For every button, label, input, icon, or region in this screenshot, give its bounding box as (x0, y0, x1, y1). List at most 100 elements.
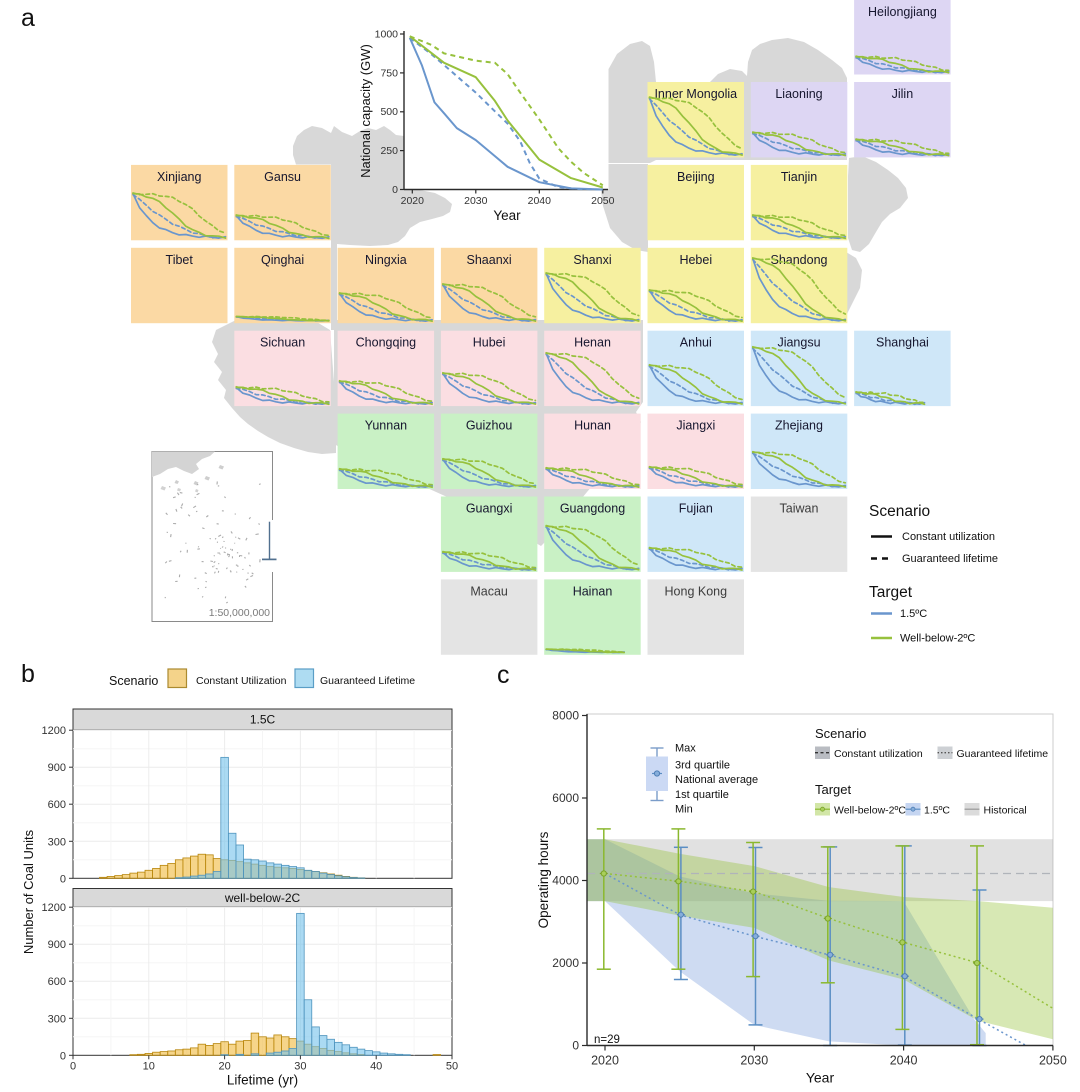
svg-text:Scenario: Scenario (815, 726, 866, 741)
svg-text:Hebei: Hebei (679, 253, 712, 267)
svg-text:250: 250 (380, 145, 398, 157)
svg-text:1000: 1000 (375, 29, 399, 41)
svg-text:20: 20 (218, 1060, 230, 1072)
svg-text:National average: National average (675, 774, 758, 786)
svg-text:Hunan: Hunan (574, 419, 611, 433)
svg-text:2050: 2050 (1039, 1054, 1067, 1068)
svg-text:Zhejiang: Zhejiang (775, 419, 823, 433)
svg-text:300: 300 (48, 1013, 66, 1025)
svg-text:8000: 8000 (552, 709, 579, 723)
svg-text:1st quartile: 1st quartile (675, 789, 729, 801)
svg-text:2030: 2030 (740, 1054, 768, 1068)
svg-text:3rd quartile: 3rd quartile (675, 760, 730, 772)
svg-text:Yunnan: Yunnan (365, 419, 407, 433)
svg-text:600: 600 (48, 976, 66, 988)
svg-text:Henan: Henan (574, 336, 611, 350)
svg-text:c: c (497, 661, 510, 689)
svg-text:Guizhou: Guizhou (466, 419, 513, 433)
svg-text:Number of Coal Units: Number of Coal Units (21, 829, 36, 954)
svg-text:Tibet: Tibet (166, 253, 194, 267)
svg-text:National capacity (GW): National capacity (GW) (358, 44, 373, 178)
svg-text:0: 0 (572, 1039, 579, 1053)
svg-text:900: 900 (48, 939, 66, 951)
svg-text:Guaranteed lifetime: Guaranteed lifetime (902, 553, 998, 565)
svg-text:1.5C: 1.5C (250, 713, 276, 727)
svg-text:Scenario: Scenario (109, 674, 158, 688)
svg-text:Shandong: Shandong (770, 253, 827, 267)
svg-text:Constant utilization: Constant utilization (834, 748, 923, 760)
svg-text:2030: 2030 (464, 195, 488, 207)
svg-text:Ningxia: Ningxia (365, 253, 407, 267)
svg-text:Well-below-2ºC: Well-below-2ºC (900, 633, 975, 645)
svg-text:1.5ºC: 1.5ºC (924, 805, 950, 817)
svg-text:Inner Mongolia: Inner Mongolia (654, 87, 737, 101)
svg-text:Min: Min (675, 804, 693, 816)
svg-text:750: 750 (380, 67, 398, 79)
svg-text:Target: Target (869, 584, 913, 601)
svg-text:Operating hours: Operating hours (536, 831, 551, 928)
svg-text:2040: 2040 (890, 1054, 918, 1068)
svg-text:Constant Utilization: Constant Utilization (196, 675, 287, 687)
svg-text:Year: Year (493, 208, 521, 223)
svg-text:Taiwan: Taiwan (780, 502, 819, 516)
svg-text:n=29: n=29 (594, 1034, 620, 1046)
svg-text:Scenario: Scenario (869, 503, 930, 520)
svg-text:Shanghai: Shanghai (876, 336, 929, 350)
svg-text:Jiangxi: Jiangxi (676, 419, 715, 433)
svg-text:2050: 2050 (591, 195, 615, 207)
svg-text:1200: 1200 (42, 902, 66, 914)
svg-text:Jilin: Jilin (892, 87, 914, 101)
svg-text:6000: 6000 (552, 791, 579, 805)
svg-text:0: 0 (60, 873, 66, 885)
svg-text:900: 900 (48, 762, 66, 774)
svg-text:Shanxi: Shanxi (573, 253, 611, 267)
svg-text:Gansu: Gansu (264, 170, 301, 184)
svg-text:Guaranteed Lifetime: Guaranteed Lifetime (320, 675, 415, 687)
svg-text:Macau: Macau (470, 584, 508, 598)
svg-text:2000: 2000 (552, 956, 579, 970)
svg-text:Chongqing: Chongqing (356, 336, 417, 350)
svg-text:Fujian: Fujian (679, 502, 713, 516)
svg-text:600: 600 (48, 799, 66, 811)
svg-text:Historical: Historical (984, 805, 1027, 817)
svg-text:Shaanxi: Shaanxi (467, 253, 512, 267)
svg-text:0: 0 (392, 184, 398, 196)
svg-text:Tianjin: Tianjin (781, 170, 817, 184)
svg-text:a: a (21, 4, 35, 32)
svg-text:Beijing: Beijing (677, 170, 715, 184)
svg-text:Max: Max (675, 743, 696, 755)
svg-text:500: 500 (380, 106, 398, 118)
svg-text:1:50,000,000: 1:50,000,000 (209, 607, 270, 619)
svg-text:Qinghai: Qinghai (261, 253, 304, 267)
svg-text:1.5ºC: 1.5ºC (900, 608, 927, 620)
svg-text:Heilongjiang: Heilongjiang (868, 5, 937, 19)
svg-text:Target: Target (815, 782, 852, 797)
svg-text:30: 30 (294, 1060, 306, 1072)
svg-text:well-below-2C: well-below-2C (224, 891, 301, 905)
svg-text:Sichuan: Sichuan (260, 336, 305, 350)
svg-text:Guaranteed lifetime: Guaranteed lifetime (957, 748, 1049, 760)
svg-text:Xinjiang: Xinjiang (157, 170, 202, 184)
svg-text:300: 300 (48, 836, 66, 848)
svg-text:1200: 1200 (42, 725, 66, 737)
svg-text:50: 50 (446, 1060, 458, 1072)
svg-text:Guangdong: Guangdong (560, 502, 625, 516)
svg-text:2040: 2040 (528, 195, 552, 207)
svg-text:Hong Kong: Hong Kong (665, 584, 728, 598)
svg-text:2020: 2020 (591, 1054, 619, 1068)
svg-text:Liaoning: Liaoning (775, 87, 822, 101)
svg-text:4000: 4000 (552, 874, 579, 888)
svg-text:Hainan: Hainan (573, 584, 613, 598)
svg-text:0: 0 (60, 1050, 66, 1062)
svg-text:Jiangsu: Jiangsu (777, 336, 820, 350)
svg-text:0: 0 (70, 1060, 76, 1072)
svg-text:Well-below-2ºC: Well-below-2ºC (834, 805, 906, 817)
svg-text:Year: Year (806, 1070, 835, 1086)
svg-text:40: 40 (370, 1060, 382, 1072)
svg-text:10: 10 (143, 1060, 155, 1072)
svg-text:Hubei: Hubei (473, 336, 506, 350)
svg-text:Guangxi: Guangxi (466, 502, 513, 516)
svg-text:Anhui: Anhui (680, 336, 712, 350)
svg-text:Constant utilization: Constant utilization (902, 531, 995, 543)
svg-text:Lifetime (yr): Lifetime (yr) (227, 1072, 298, 1087)
